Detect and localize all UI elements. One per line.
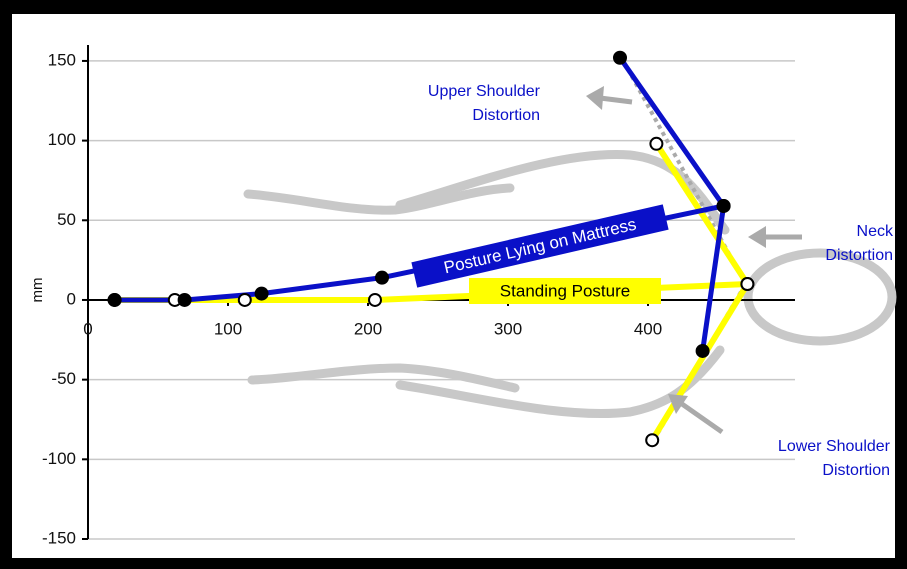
series-label: Standing Posture: [469, 278, 661, 304]
annotation: Distortion: [472, 107, 540, 124]
data-point: [107, 292, 122, 307]
y-tick-label: 100: [48, 130, 76, 149]
annotation: Neck: [857, 223, 894, 240]
x-tick-label: 200: [354, 319, 382, 338]
data-point: [368, 292, 382, 307]
x-tick-label: 300: [494, 319, 522, 338]
y-tick-label: -50: [51, 369, 76, 388]
body-silhouette: [243, 150, 897, 419]
annotation: Distortion: [825, 247, 893, 264]
annotation: Lower Shoulder: [778, 438, 891, 455]
arrows: [586, 86, 802, 435]
data-point: [695, 343, 710, 358]
data-point: [375, 270, 389, 285]
data-point: [254, 286, 269, 301]
y-tick-label: 150: [48, 50, 76, 69]
x-tick-label: 100: [214, 319, 242, 338]
y-tick-label: -100: [42, 449, 76, 468]
x-tick-label: 0: [83, 319, 92, 338]
annotation: Distortion: [822, 462, 890, 479]
data-point: [237, 292, 252, 307]
data-point: [740, 277, 755, 292]
y-axis-label: mm: [29, 278, 46, 303]
y-tick-label: 50: [57, 210, 76, 229]
data-point: [613, 50, 627, 65]
data-point: [716, 198, 731, 213]
y-tick-label: 0: [67, 289, 76, 308]
x-tick-label: 400: [634, 319, 662, 338]
y-tick-label: -150: [42, 528, 76, 547]
series-label-box: [469, 278, 661, 304]
series-label-box: [411, 204, 669, 288]
data-point: [177, 292, 192, 307]
axes: 150 100 50 0 -50 -100 -150 0 100 200 300 400: [42, 45, 795, 547]
data-point: [645, 433, 660, 448]
annotation: Upper Shoulder: [428, 83, 541, 100]
data-point: [649, 136, 664, 151]
series-label-text: Standing Posture: [500, 281, 630, 300]
